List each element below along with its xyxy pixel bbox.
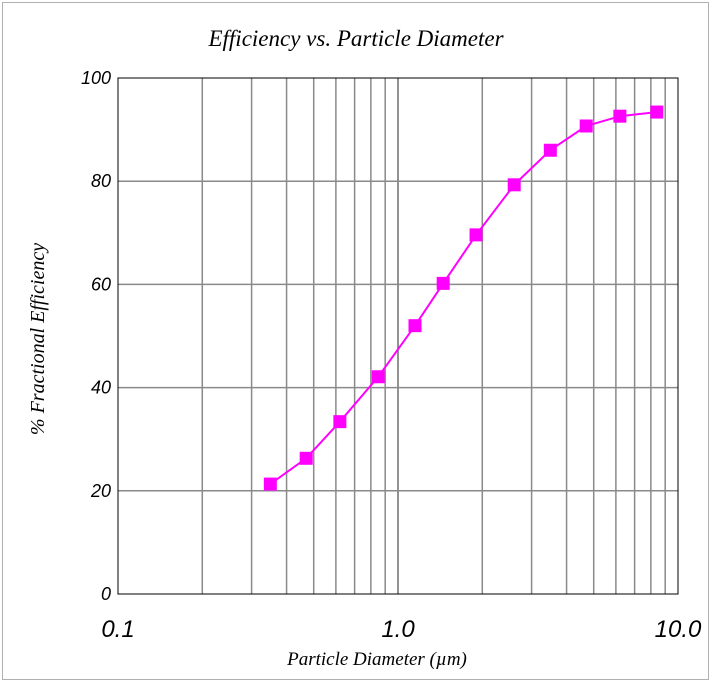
data-point	[436, 276, 450, 290]
x-tick-label: 10.0	[655, 616, 702, 643]
data-point	[299, 451, 313, 465]
data-point	[371, 370, 385, 384]
x-tick-label: 1.0	[381, 616, 415, 643]
data-point	[408, 319, 422, 333]
chart-title: Efficiency vs. Particle Diameter	[207, 26, 504, 51]
x-tick-labels: 0.1 1.0 10.0	[101, 616, 702, 643]
y-tick-label: 0	[101, 584, 111, 604]
data-point	[579, 119, 593, 133]
data-point	[263, 477, 277, 491]
plot-area	[117, 77, 679, 595]
x-axis-label: Particle Diameter (µm)	[286, 649, 467, 670]
data-point	[507, 178, 521, 192]
y-tick-label: 20	[90, 481, 111, 501]
data-point	[613, 109, 627, 123]
y-tick-label: 40	[91, 378, 111, 398]
y-axis-label: % Fractional Efficiency	[27, 243, 49, 435]
y-tick-label: 100	[81, 68, 111, 88]
data-point	[543, 143, 557, 157]
gridlines	[118, 78, 678, 594]
y-tick-label: 80	[91, 171, 111, 191]
x-tick-label: 0.1	[101, 616, 134, 643]
data-point	[650, 105, 664, 119]
data-point	[333, 415, 347, 429]
y-tick-labels: 0 20 40 60 80 100	[81, 68, 111, 604]
y-tick-label: 60	[91, 274, 111, 294]
series-markers	[263, 105, 664, 491]
data-point	[469, 228, 483, 242]
series-line	[269, 111, 657, 485]
